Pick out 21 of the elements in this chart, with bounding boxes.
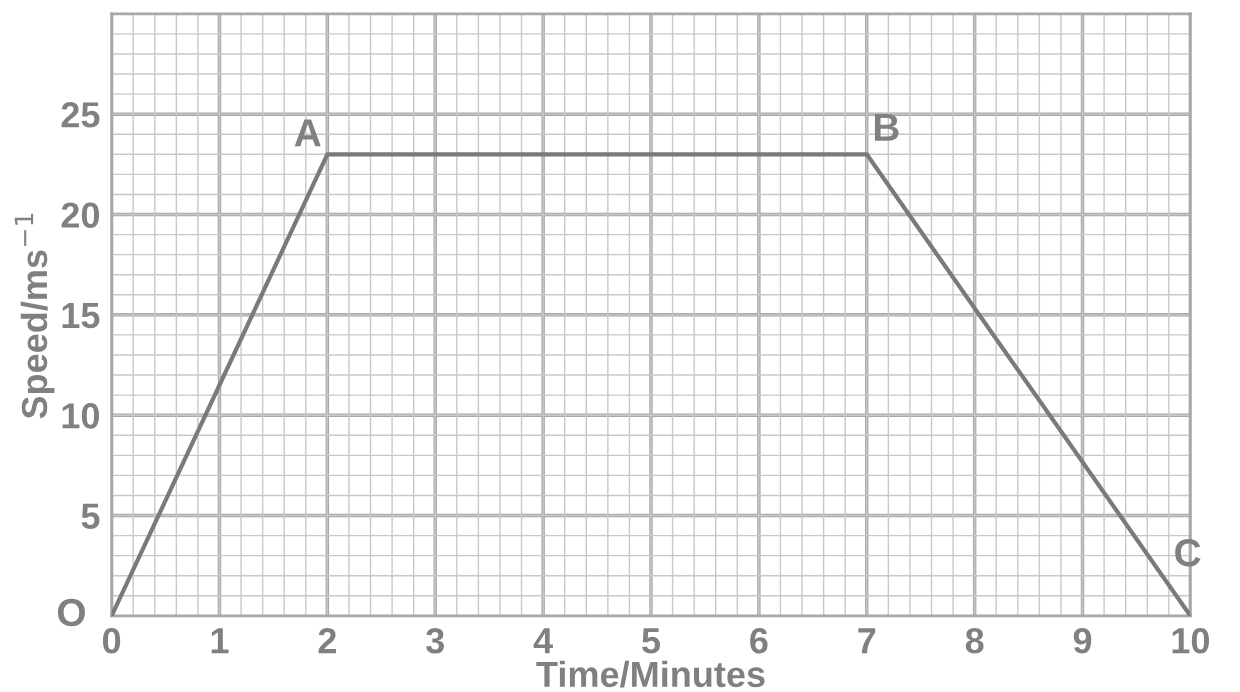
annotation: O <box>57 598 85 627</box>
x-tick-label: 6 <box>750 627 768 654</box>
x-tick-label: 4 <box>533 628 553 654</box>
x-tick-label: 9 <box>1073 627 1092 654</box>
annotation: B <box>874 113 899 141</box>
x-tick-label: 10 <box>1172 627 1210 654</box>
y-tick-label: 10 <box>62 403 100 429</box>
x-tick-label: 1 <box>211 628 229 654</box>
x-tick-label: 8 <box>965 627 984 654</box>
x-tick-label: 7 <box>858 628 876 654</box>
x-tick-label: 5 <box>642 628 661 654</box>
y-tick-label: 5 <box>81 503 100 529</box>
x-tick-label: 2 <box>318 627 336 654</box>
x-tick-label: 0 <box>102 627 121 654</box>
y-tick-label: 15 <box>62 303 100 329</box>
y-tick-label: 20 <box>61 202 100 228</box>
y-tick-label: 25 <box>61 102 100 128</box>
y-axis-title: Speed/ms$^{−1}$ <box>14 213 55 419</box>
annotation: A <box>294 119 321 147</box>
x-axis-title: Time/Minutes <box>536 660 765 688</box>
x-tick-label: 3 <box>426 627 444 654</box>
